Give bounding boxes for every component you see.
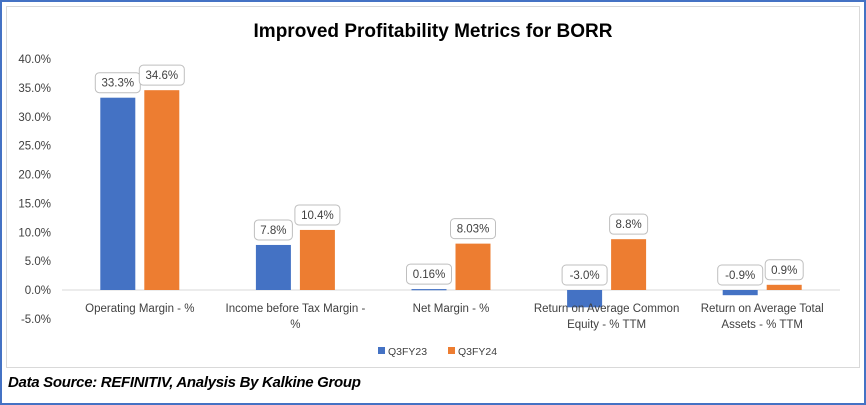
x-tick-label: Income before Tax Margin - — [226, 303, 366, 315]
data-label: 10.4% — [301, 210, 334, 222]
data-label: 0.9% — [771, 265, 797, 277]
y-tick-label: 5.0% — [25, 256, 51, 268]
x-tick-label: % — [290, 319, 300, 331]
data-label: 33.3% — [101, 78, 134, 90]
data-label-box — [253, 219, 293, 241]
data-labels: 33.3% 34.6% 7.8% 10.4% 0.16% 8.03% -3.0% 8.8% -0… — [94, 64, 804, 286]
y-tick-label: 0.0% — [25, 285, 51, 297]
data-label-box — [138, 64, 185, 86]
chart-title: Improved Profitability Metrics for BORR — [254, 21, 613, 42]
x-tick-label: Assets - % TTM — [721, 319, 803, 331]
x-tick-label: Return on Average Total — [701, 303, 824, 315]
data-label: 7.8% — [260, 225, 286, 237]
y-tick-label: 40.0% — [18, 54, 51, 66]
data-label-box — [764, 259, 804, 281]
bar-q3fy24 — [766, 284, 802, 290]
data-label: -3.0% — [570, 270, 600, 282]
x-tick-label: Return on Average Common — [534, 303, 680, 315]
bar-q3fy23 — [255, 244, 291, 290]
bar-q3fy23 — [567, 290, 603, 308]
legend-label: Q3FY24 — [458, 346, 497, 358]
y-tick-label: 30.0% — [18, 112, 51, 124]
y-tick-label: 35.0% — [18, 83, 51, 95]
x-tick-label: Operating Margin - % — [85, 303, 194, 315]
legend: Q3FY23 Q3FY24 — [378, 346, 497, 358]
bar-q3fy24 — [611, 239, 647, 290]
data-label-box — [717, 264, 764, 286]
data-label: -0.9% — [725, 270, 755, 282]
data-label: 8.8% — [615, 219, 641, 231]
bar-chart: Improved Profitability Metrics for BORR … — [18, 21, 840, 358]
y-axis: -5.0% 0.0% 5.0% 10.0% 15.0% 20.0% 25.0% 30.0% 35… — [18, 54, 840, 326]
data-label-box — [406, 263, 452, 285]
data-label: 8.03% — [457, 224, 490, 236]
bars — [100, 90, 802, 308]
x-tick-label: Equity - % TTM — [567, 319, 646, 331]
data-label-box — [609, 213, 649, 235]
bar-q3fy23 — [411, 289, 447, 291]
legend-swatch-q3fy23 — [378, 347, 385, 354]
data-label-box — [294, 204, 341, 226]
bar-q3fy24 — [299, 229, 335, 290]
x-tick-label: Net Margin - % — [413, 303, 490, 315]
x-axis: Operating Margin - % Income before Tax Ma… — [85, 303, 824, 331]
legend-swatch-q3fy24 — [448, 347, 455, 354]
bar-q3fy24 — [144, 90, 180, 290]
legend-label: Q3FY23 — [388, 346, 427, 358]
data-label-box — [561, 264, 608, 286]
data-label: 0.16% — [413, 269, 446, 281]
bar-q3fy23 — [100, 97, 136, 290]
bar-q3fy23 — [722, 290, 758, 296]
y-tick-label: 15.0% — [18, 198, 51, 210]
y-tick-label: 10.0% — [18, 227, 51, 239]
data-source-note: Data Source: REFINITIV, Analysis By Kalk… — [8, 374, 361, 391]
data-label-box — [450, 218, 496, 240]
data-label: 34.6% — [145, 70, 178, 82]
y-tick-label: -5.0% — [21, 314, 51, 326]
bar-q3fy24 — [455, 243, 491, 290]
y-tick-label: 25.0% — [18, 141, 51, 153]
y-tick-label: 20.0% — [18, 170, 51, 182]
